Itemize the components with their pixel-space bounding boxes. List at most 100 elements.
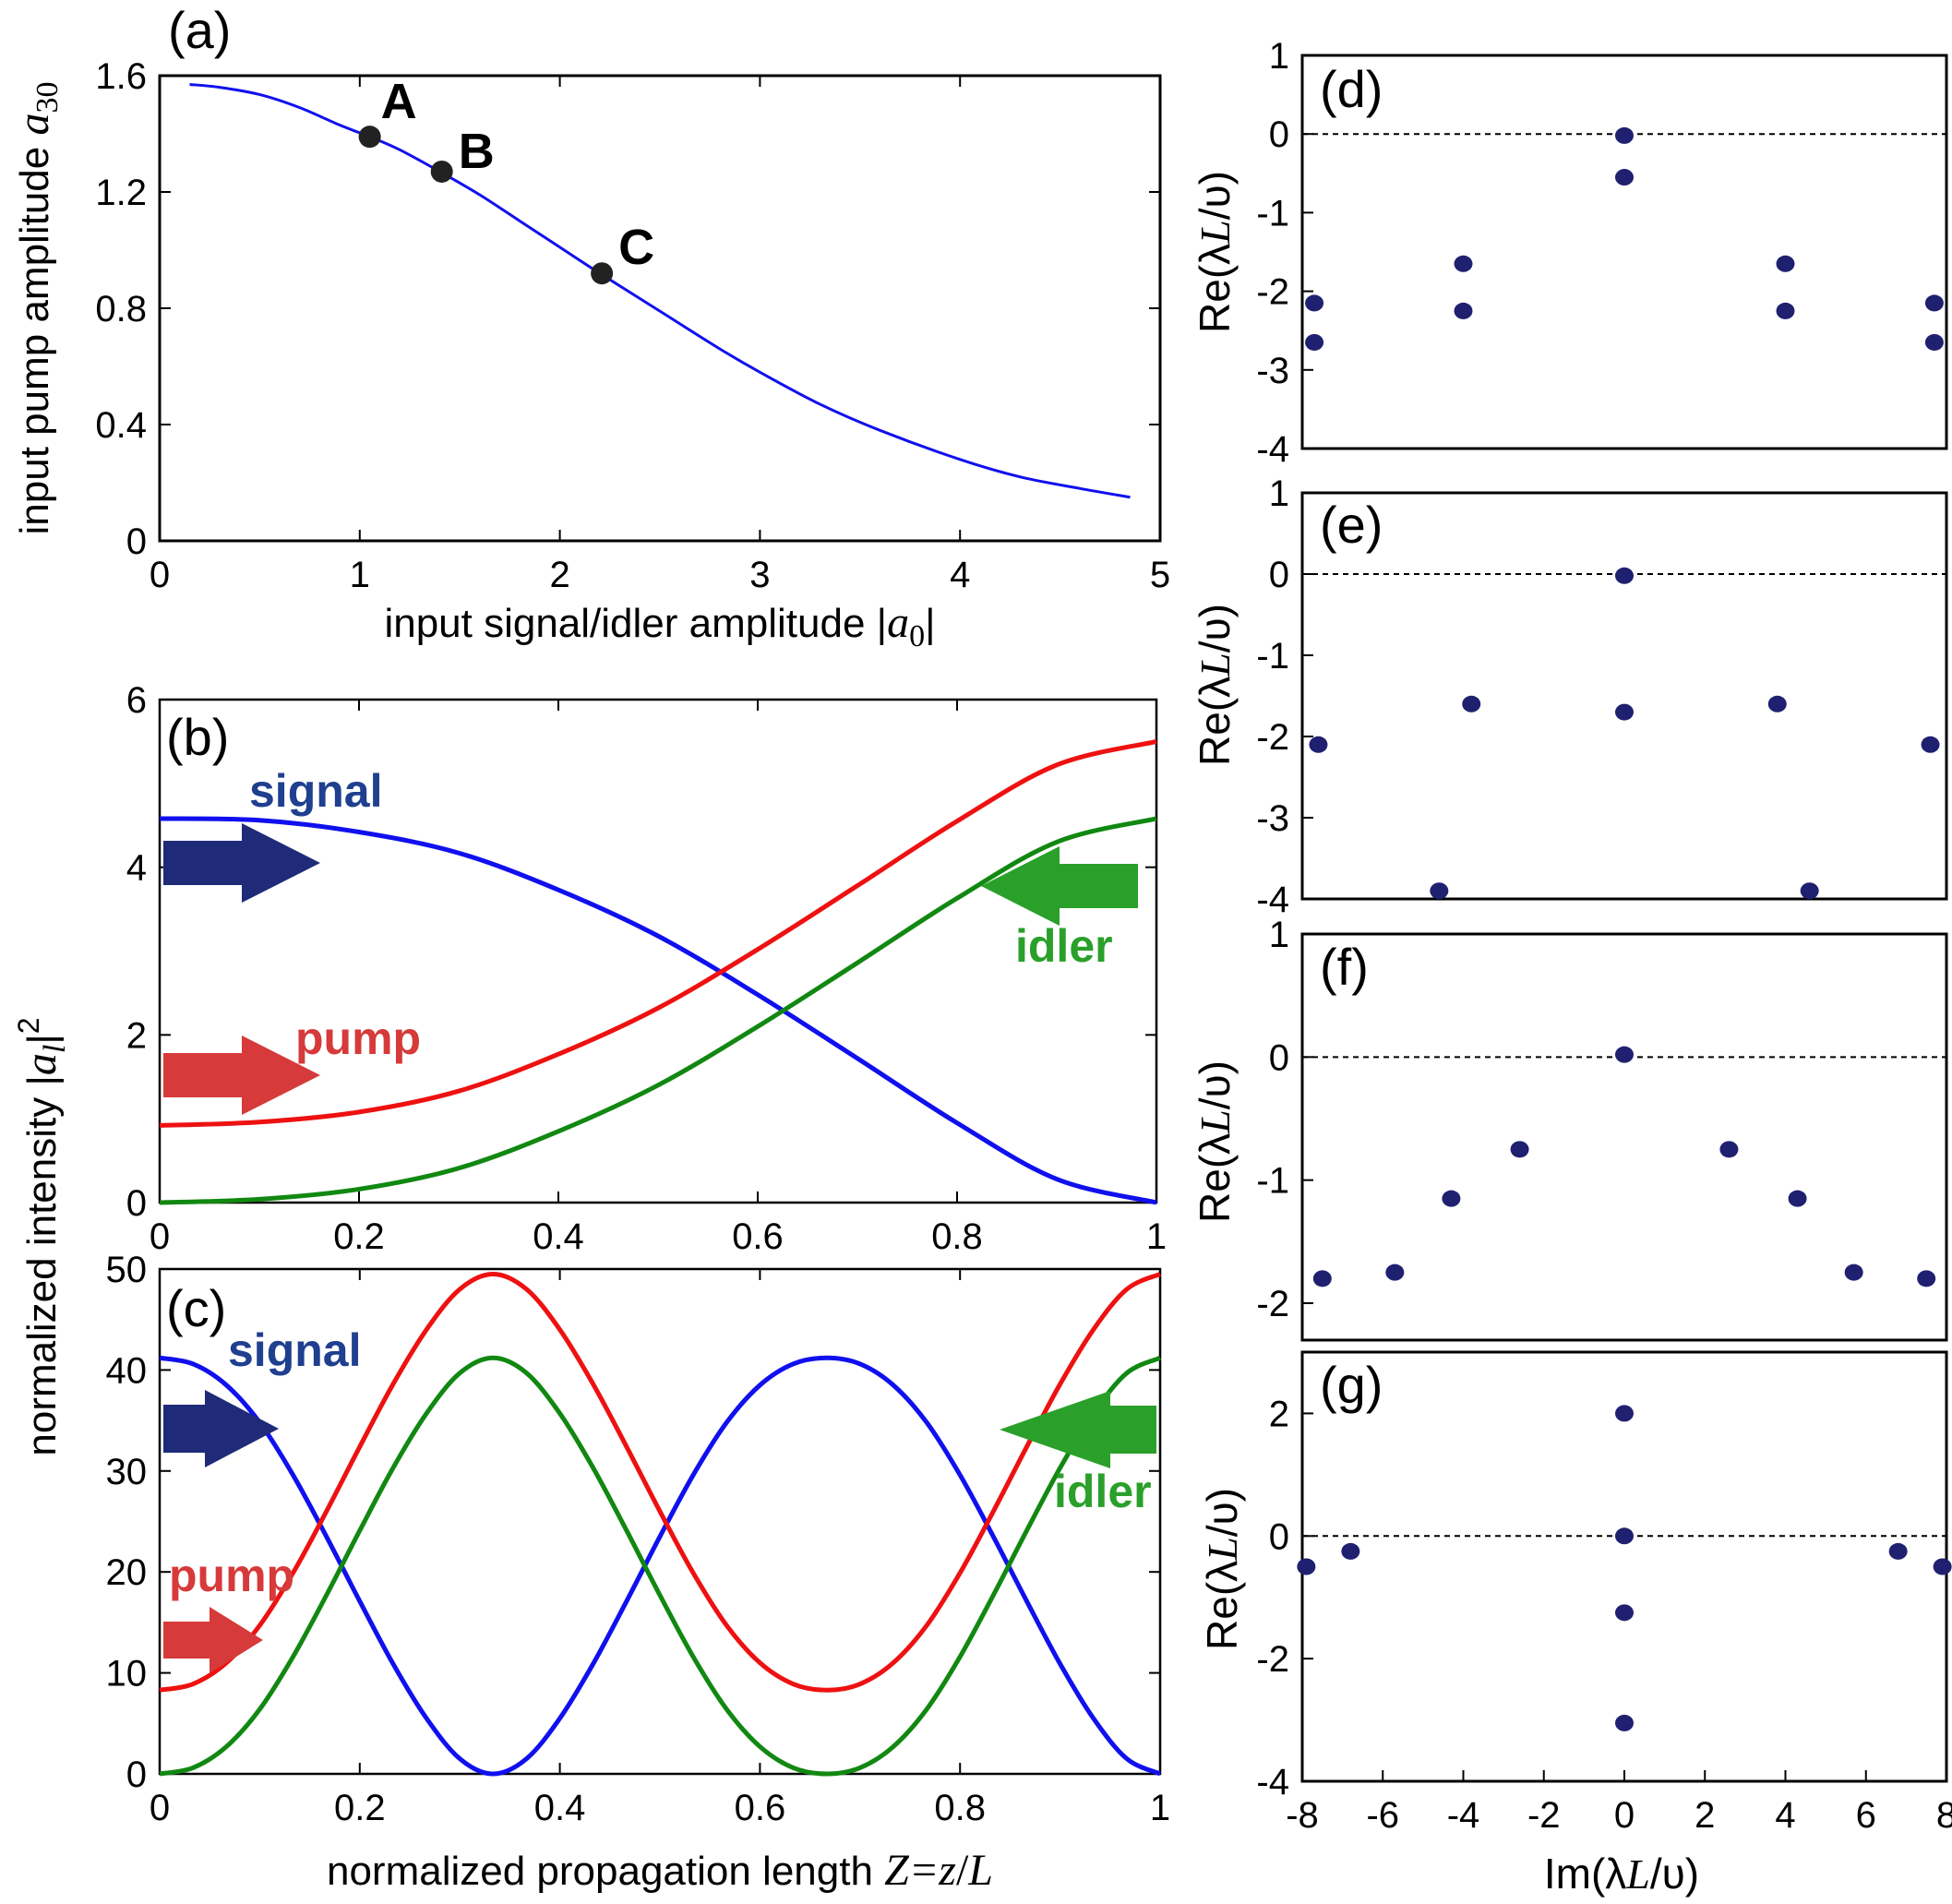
y-tick-label: -2 bbox=[1256, 1284, 1289, 1324]
y-tick-label: 0 bbox=[1269, 114, 1289, 155]
panel-e-frame bbox=[1300, 491, 1948, 901]
y-tick-label: 20 bbox=[106, 1552, 148, 1593]
y-tick-label: -4 bbox=[1256, 1762, 1289, 1802]
panel-d-label: (d) bbox=[1320, 60, 1383, 118]
point-b-marker bbox=[430, 160, 453, 183]
panel-b-ticks: 0 0.2 0.4 0.6 0.8 1 0 2 4 6 bbox=[126, 680, 1167, 1257]
eigenvalue-point bbox=[1776, 302, 1795, 319]
eigenvalue-point bbox=[1385, 1263, 1405, 1281]
panel-a-label: (a) bbox=[168, 1, 231, 59]
panel-f-ylabel: Re(λL/υ) bbox=[1191, 1060, 1239, 1223]
y-tick-label: -2 bbox=[1256, 717, 1289, 758]
x-tick-label: 4 bbox=[950, 555, 970, 595]
x-tick-label: -8 bbox=[1286, 1795, 1319, 1836]
eigenvalue-point bbox=[1615, 1405, 1634, 1422]
idler-curve bbox=[159, 1355, 1162, 1777]
y-tick-label: 0.4 bbox=[95, 405, 147, 446]
signal-curve bbox=[159, 1355, 1162, 1777]
eigenvalue-point bbox=[1719, 1141, 1739, 1158]
panel-g-content: 20-2-4-8 -6 -4 -2 0 2 4 6 8 bbox=[1256, 1394, 1952, 1836]
x-tick-label: 5 bbox=[1150, 555, 1170, 595]
eigenvalue-point bbox=[1341, 1542, 1360, 1560]
y-tick-label: -1 bbox=[1256, 1161, 1289, 1202]
y-tick-label: 1 bbox=[1269, 915, 1289, 955]
y-tick-label: -4 bbox=[1256, 429, 1289, 470]
panel-c-frame bbox=[158, 1267, 1162, 1776]
point-a-marker bbox=[358, 126, 381, 149]
panel-b-signal-label: signal bbox=[249, 765, 382, 817]
panel-g-ylabel: Re(λL/υ) bbox=[1198, 1488, 1246, 1650]
pump-arrow-right bbox=[163, 1607, 263, 1673]
eigenvalue-point bbox=[1888, 1542, 1908, 1560]
x-tick-label: 2 bbox=[549, 555, 569, 595]
x-tick-label: 8 bbox=[1936, 1795, 1952, 1836]
pump-curve bbox=[159, 738, 1157, 1128]
eigenvalue-point bbox=[1305, 294, 1324, 312]
x-tick-label: 0 bbox=[150, 555, 170, 595]
eigenvalue-point bbox=[1615, 567, 1634, 584]
panel-a-points: AB C bbox=[358, 74, 654, 285]
eigenvalue-point bbox=[1933, 1558, 1952, 1575]
panel-g-label: (g) bbox=[1320, 1356, 1383, 1414]
eigenvalue-point bbox=[1921, 736, 1940, 753]
panel-b-curves bbox=[159, 738, 1157, 1205]
panel-d-frame bbox=[1300, 54, 1948, 450]
y-tick-label: 10 bbox=[106, 1654, 148, 1694]
eigenvalue-point bbox=[1305, 333, 1324, 351]
shared-ylabel-intensity: normalized intensity |al|2 bbox=[12, 1017, 72, 1455]
eigenvalue-point bbox=[1430, 882, 1449, 900]
x-tick-label: 6 bbox=[1856, 1795, 1876, 1836]
y-tick-label: 0 bbox=[1269, 555, 1289, 595]
x-tick-label: 0.2 bbox=[334, 1788, 386, 1828]
panel-a-curve bbox=[189, 82, 1131, 499]
x-tick-label: 1 bbox=[1146, 1216, 1167, 1257]
eigenvalue-point bbox=[1615, 1527, 1634, 1545]
y-tick-label: 0 bbox=[126, 521, 147, 562]
y-tick-label: 50 bbox=[106, 1250, 148, 1290]
idler-arrow-left bbox=[1000, 1391, 1156, 1468]
y-tick-label: -2 bbox=[1256, 1639, 1289, 1680]
signal-arrow-right bbox=[163, 823, 320, 903]
eigenvalue-point bbox=[1309, 736, 1328, 753]
y-tick-label: -1 bbox=[1256, 193, 1289, 234]
panel-c-pump-label: pump bbox=[169, 1550, 294, 1601]
x-tick-label: -4 bbox=[1447, 1795, 1480, 1836]
idler-arrow-left bbox=[981, 846, 1138, 926]
pump-curve bbox=[159, 1271, 1162, 1693]
idler-curve bbox=[159, 816, 1157, 1205]
panel-a-ylabel: input pump amplitude a30 bbox=[9, 82, 65, 535]
panel-a-ticks: 0 1 2 3 4 5 0 0.4 0.8 1.2 1.6 bbox=[95, 56, 1170, 595]
eigenvalue-point bbox=[1510, 1141, 1529, 1158]
eigenvalue-point bbox=[1800, 882, 1819, 900]
eigenvalue-point bbox=[1767, 695, 1787, 713]
panel-a: 0 1 2 3 4 5 0 0.4 0.8 1.2 1.6 AB C (a) input signal… bbox=[9, 1, 1170, 653]
x-tick-label: 0.4 bbox=[534, 1788, 586, 1828]
y-tick-label: 2 bbox=[126, 1015, 147, 1056]
x-tick-label: 0.6 bbox=[732, 1216, 784, 1257]
panel-f: 1 0 -1 -2 (f) Re(λL/υ) bbox=[1191, 915, 1948, 1342]
y-tick-label: 0 bbox=[126, 1754, 147, 1795]
panel-b: 0 0.2 0.4 0.6 0.8 1 0 2 4 6 (b) signal pump idler bbox=[126, 680, 1167, 1257]
panel-f-frame bbox=[1300, 932, 1948, 1342]
panel-e: 1 0 -1 -2 -3 -4 (e) Re(λL/υ) bbox=[1191, 473, 1948, 920]
y-tick-label: -2 bbox=[1256, 272, 1289, 313]
panel-e-label: (e) bbox=[1320, 496, 1383, 554]
panel-d-ylabel: Re(λL/υ) bbox=[1191, 171, 1239, 333]
y-tick-label: -3 bbox=[1256, 798, 1289, 839]
point-a-label: A bbox=[381, 74, 417, 129]
eigenvalue-point bbox=[1454, 302, 1473, 319]
panel-c-curves bbox=[159, 1271, 1162, 1777]
panel-c-idler-label: idler bbox=[1054, 1466, 1152, 1517]
y-tick-label: 40 bbox=[106, 1350, 148, 1391]
y-tick-label: 1.6 bbox=[95, 56, 147, 97]
eigenvalue-point bbox=[1462, 695, 1481, 713]
panel-e-ylabel: Re(λL/υ) bbox=[1191, 604, 1239, 766]
panel-f-content: 1 0 -1 -2 bbox=[1256, 915, 1946, 1324]
point-c-label: C bbox=[618, 220, 654, 275]
eigenvalue-point bbox=[1924, 333, 1944, 351]
y-tick-label: 1.2 bbox=[95, 173, 147, 213]
x-tick-label: 1 bbox=[350, 555, 370, 595]
panel-c-signal-label: signal bbox=[228, 1324, 361, 1376]
